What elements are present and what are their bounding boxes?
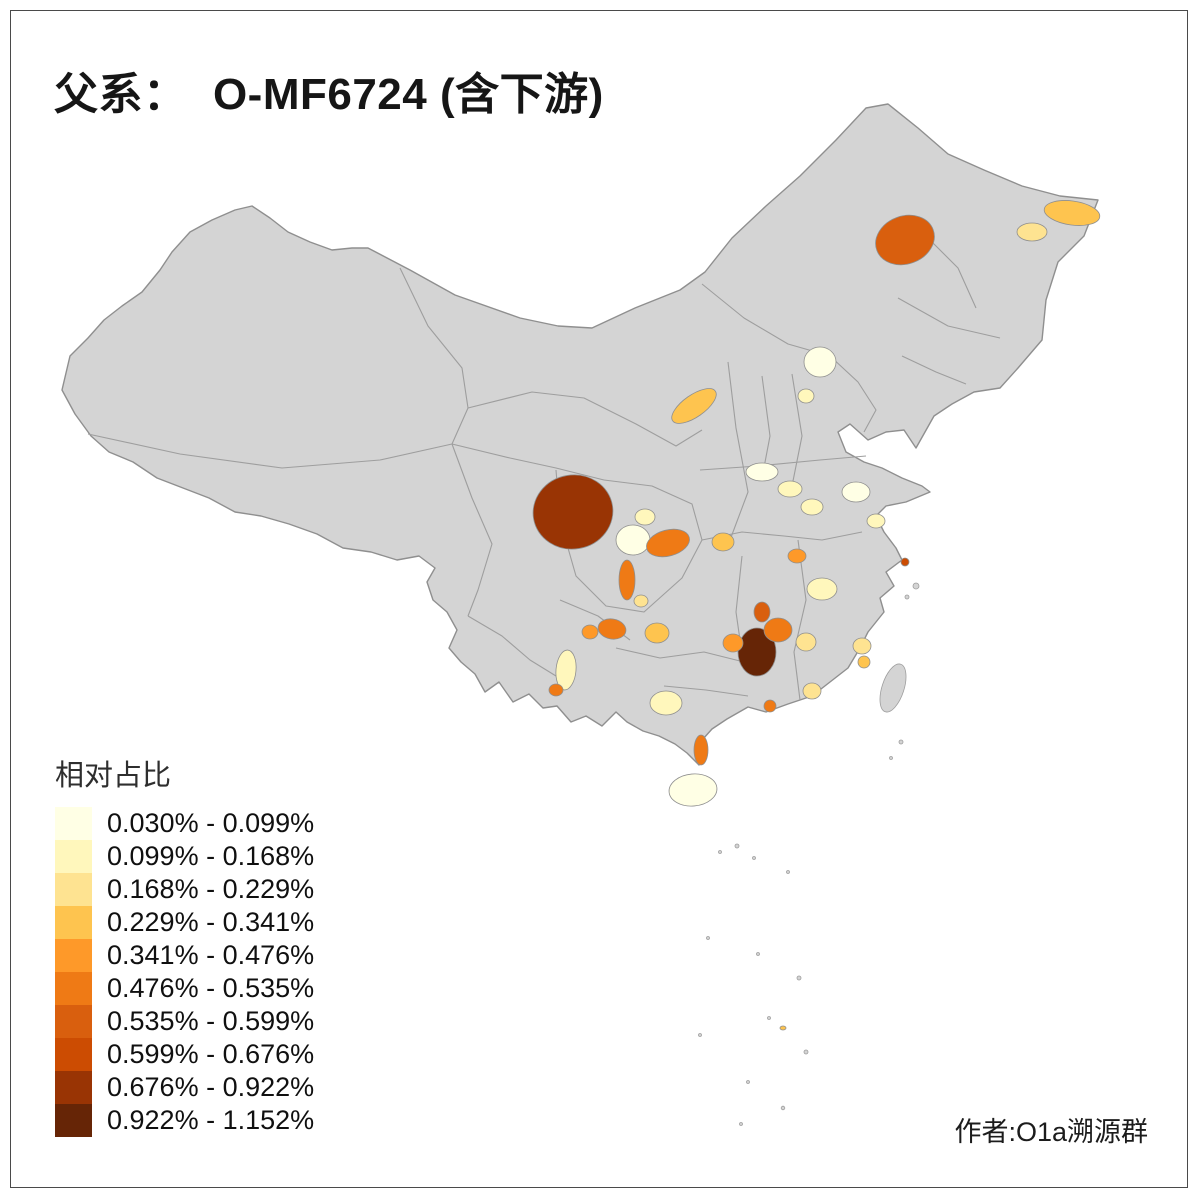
legend-label: 0.030% - 0.099% (107, 808, 315, 838)
map-region-northeast-east-tip (1043, 200, 1101, 226)
map-region-sichuan-yunnan-west (581, 624, 599, 640)
map-region-yunnan-east-strip (555, 649, 577, 691)
legend-swatch (55, 1071, 92, 1104)
legend-swatch (55, 807, 92, 840)
china-mainland (61, 103, 1099, 766)
legend-label: 0.922% - 1.152% (107, 1105, 315, 1135)
map-region-north-hebei-small (797, 388, 815, 404)
legend-swatch (55, 972, 92, 1005)
map-region-sichuan-central-pale (615, 524, 651, 556)
legend-label: 0.229% - 0.341% (107, 907, 315, 937)
attribution: 作者:O1a溯源群 (954, 1117, 1148, 1147)
legend-row: 0.535% - 0.599% (55, 1005, 314, 1038)
map-region-sichuan-yunnan-border (597, 618, 627, 640)
legend-label: 0.599% - 0.676% (107, 1039, 315, 1069)
legend-swatch (55, 873, 92, 906)
map-region-gansu-corridor (671, 388, 717, 424)
choropleth-regions (532, 200, 1101, 1031)
legend-row: 0.099% - 0.168% (55, 840, 314, 873)
legend-items: 0.030% - 0.099% 0.099% - 0.168% 0.168% - 0… (55, 807, 314, 1137)
map-region-hunan-north (763, 617, 793, 643)
legend-label: 0.676% - 0.922% (107, 1072, 315, 1102)
map-region-anhui-north (841, 481, 871, 503)
legend-swatch (55, 1104, 92, 1137)
map-region-chongqing-south (722, 633, 744, 653)
map-region-north-beijing-area (803, 346, 837, 378)
legend-label: 0.341% - 0.476% (107, 940, 315, 970)
map-region-shaanxi-south (646, 528, 690, 558)
legend-label: 0.476% - 0.535% (107, 973, 315, 1003)
map-region-hubei-north (777, 480, 803, 498)
map-region-hubei-east (800, 498, 824, 516)
taiwan-island (879, 663, 907, 713)
map-region-jiangxi-central (795, 632, 817, 652)
legend-label: 0.168% - 0.229% (107, 874, 315, 904)
legend-label: 0.535% - 0.599% (107, 1006, 315, 1036)
map-region-guangdong-delta-dot (763, 699, 777, 713)
map-region-sichuan-west-large (532, 474, 614, 550)
legend-swatch (55, 1005, 92, 1038)
legend-swatch (55, 840, 92, 873)
legend: 相对占比 0.030% - 0.099% 0.099% - 0.168% 0.168… (55, 752, 314, 1137)
legend-row: 0.476% - 0.535% (55, 972, 314, 1005)
map-region-south-sea-islet (779, 1025, 787, 1031)
map-region-jiangxi-south (802, 682, 822, 700)
map-region-fujian-coast (857, 655, 871, 669)
map-region-sichuan-north (634, 508, 656, 526)
map-region-coast-shanghai-dot (900, 557, 910, 567)
map-region-sichuan-south-small (633, 594, 649, 608)
map-region-fujian-coast-north (852, 637, 872, 655)
legend-row: 0.676% - 0.922% (55, 1071, 314, 1104)
map-region-hainan-island (668, 773, 718, 807)
map-region-sichuan-south-strip (618, 559, 636, 601)
map-region-jiangxi-north (806, 577, 838, 601)
legend-swatch (55, 1038, 92, 1071)
map-region-northeast-central (875, 214, 935, 266)
map-region-hunan-west-dark (737, 627, 777, 677)
map-region-guizhou-center (644, 622, 670, 644)
map-region-hubei-west (711, 532, 735, 552)
map-region-hunan-central (753, 601, 771, 623)
map-region-central-henan (745, 462, 779, 482)
map-region-guangxi-central (649, 690, 683, 716)
legend-swatch (55, 939, 92, 972)
map-region-leizhou-strip (693, 734, 709, 766)
legend-row: 0.030% - 0.099% (55, 807, 314, 840)
legend-title: 相对占比 (55, 760, 172, 792)
legend-row: 0.341% - 0.476% (55, 939, 314, 972)
islands (698, 582, 920, 1126)
legend-swatch (55, 906, 92, 939)
map-region-hubei-southeast (787, 548, 807, 564)
legend-row: 0.229% - 0.341% (55, 906, 314, 939)
legend-row: 0.922% - 1.152% (55, 1104, 314, 1137)
map-region-jiangsu-south (866, 513, 886, 529)
figure-title: 父系： O-MF6724 (含下游) (54, 70, 604, 119)
legend-row: 0.599% - 0.676% (55, 1038, 314, 1071)
legend-row: 0.168% - 0.229% (55, 873, 314, 906)
map-region-northeast-east (1016, 222, 1048, 242)
legend-label: 0.099% - 0.168% (107, 841, 315, 871)
map-region-yunnan-southeast (548, 683, 564, 697)
